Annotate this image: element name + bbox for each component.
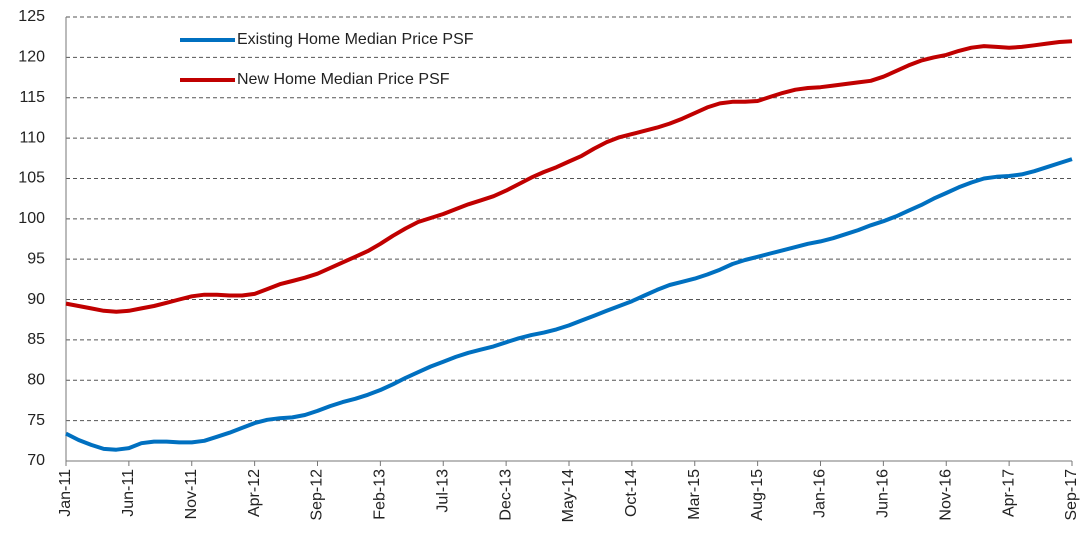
x-tick-label: Nov-16 bbox=[937, 469, 954, 521]
x-tick-label: Sep-17 bbox=[1063, 469, 1080, 521]
x-tick-label: Jan-16 bbox=[812, 469, 829, 518]
y-tick-label: 70 bbox=[27, 452, 45, 469]
legend-label: New Home Median Price PSF bbox=[237, 71, 450, 88]
x-tick-label: Aug-15 bbox=[749, 469, 766, 521]
y-tick-label: 95 bbox=[27, 250, 45, 267]
x-tick-label: Oct-14 bbox=[623, 469, 640, 517]
x-tick-label: Jul-13 bbox=[434, 469, 451, 513]
y-tick-label: 120 bbox=[18, 49, 45, 66]
x-tick-label: Jan-11 bbox=[57, 469, 74, 517]
x-tick-label: Dec-13 bbox=[497, 469, 514, 521]
x-tick-label: Nov-11 bbox=[183, 469, 200, 519]
y-tick-label: 115 bbox=[19, 89, 45, 106]
x-tick-label: Jun-16 bbox=[875, 469, 892, 518]
x-tick-label: Jun-11 bbox=[120, 469, 137, 517]
series-line bbox=[65, 157, 1073, 452]
y-tick-label: 90 bbox=[27, 291, 45, 308]
x-tick-label: May-14 bbox=[560, 469, 577, 522]
y-tick-label: 85 bbox=[27, 331, 45, 348]
y-tick-label: 80 bbox=[27, 371, 45, 388]
y-tick-label: 110 bbox=[19, 129, 45, 146]
x-tick-label: Sep-12 bbox=[309, 469, 326, 521]
series-line bbox=[65, 39, 1073, 314]
x-tick-label: Apr-17 bbox=[1000, 469, 1017, 517]
x-tick-label: Apr-12 bbox=[246, 469, 263, 517]
x-tick-label: Mar-15 bbox=[686, 469, 703, 520]
y-tick-label: 75 bbox=[27, 412, 45, 429]
y-tick-label: 100 bbox=[18, 210, 45, 227]
legend-label: Existing Home Median Price PSF bbox=[237, 31, 474, 48]
y-tick-label: 125 bbox=[18, 8, 45, 25]
x-tick-label: Feb-13 bbox=[372, 469, 389, 520]
y-tick-label: 105 bbox=[18, 170, 45, 187]
